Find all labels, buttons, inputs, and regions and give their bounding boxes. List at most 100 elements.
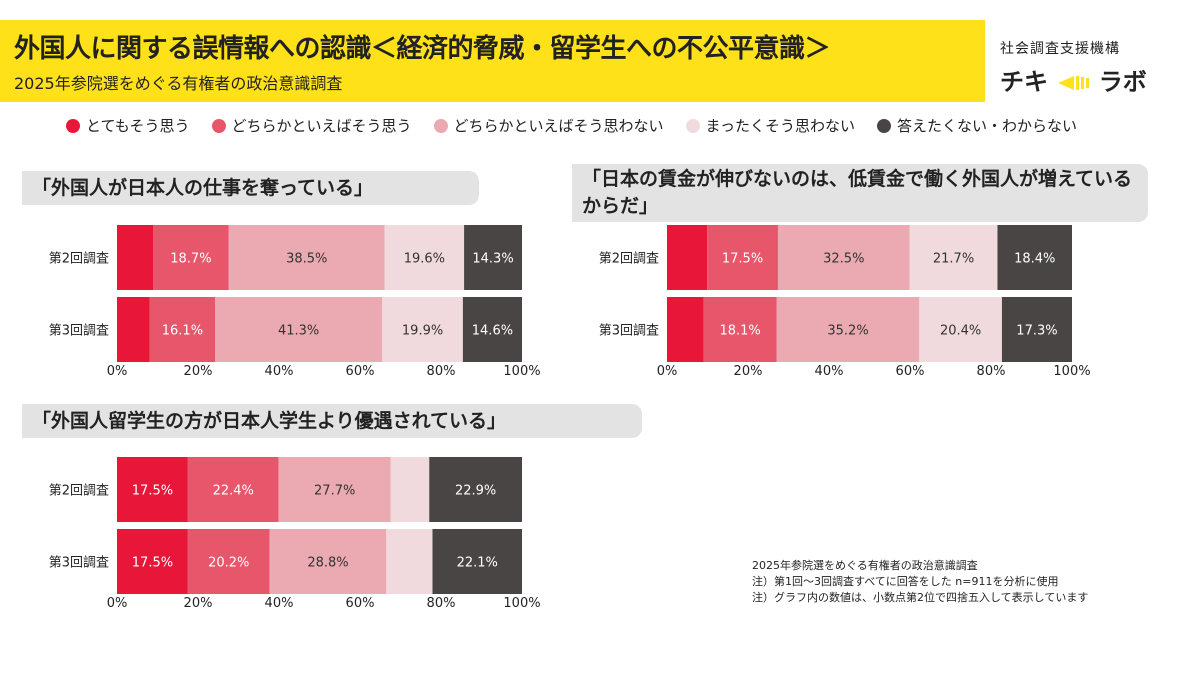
legend-item: とてもそう思う (66, 115, 190, 136)
legend-item: まったくそう思わない (685, 115, 855, 136)
bar-segment (149, 297, 216, 362)
brand-left: チキ (1000, 68, 1048, 96)
data-label: 14.6% (472, 324, 513, 339)
x-tick-label: 60% (346, 364, 375, 379)
legend-item: 答えたくない・わからない (876, 115, 1077, 136)
data-label: 20.2% (208, 556, 249, 571)
x-tick-label: 100% (1053, 364, 1090, 379)
legend-swatch (685, 118, 700, 133)
bar-segment (187, 457, 279, 522)
data-label: 22.9% (455, 484, 496, 499)
bar-segment (384, 225, 465, 290)
x-tick-label: 60% (346, 596, 375, 611)
legend-swatch (66, 118, 80, 133)
bar-segment (153, 225, 229, 290)
note-line: 注）グラフ内の数値は、小数点第2位で四捨五入して表示しています (752, 591, 1089, 604)
bar-segment (667, 225, 708, 290)
beam-icon (1058, 76, 1090, 90)
bar-segment (464, 225, 522, 290)
x-tick-label: 80% (977, 364, 1006, 379)
data-label: 38.5% (286, 252, 327, 267)
legend-swatch (211, 118, 226, 133)
data-label: 32.5% (823, 252, 864, 267)
data-label: 17.5% (722, 252, 763, 267)
bar-segment (997, 225, 1072, 290)
stacked-bar-chart: 第2回調査 18.7% 38.5% 19.6% 14.3% 第3回調査 16.1% 41.3%… (49, 225, 541, 379)
legend-label: 答えたくない・わからない (896, 117, 1077, 135)
data-label: 17.5% (132, 556, 173, 571)
bar-segment (667, 297, 704, 362)
bar-segment (777, 225, 910, 290)
data-label: 22.4% (213, 484, 254, 499)
legend-label: とてもそう思う (86, 117, 190, 135)
bar-segment (117, 225, 154, 290)
bar-segment (278, 457, 391, 522)
bar-segment (117, 297, 150, 362)
bar-segment (707, 225, 778, 290)
x-tick-label: 0% (107, 364, 128, 379)
legend-label: どちらかといえばそう思わない (453, 117, 664, 135)
x-tick-label: 0% (657, 364, 678, 379)
chart-title-jobs: 「外国人が日本人の仕事を奪っている」 (22, 171, 479, 205)
data-label: 20.4% (940, 324, 981, 339)
stacked-bar-chart: 第2回調査 17.5% 32.5% 21.7% 18.4% 第3回調査 18.1% 35.2%… (599, 225, 1091, 379)
brand-logo: チキ ラボ (1000, 62, 1190, 97)
stacked-bar-chart: 第2回調査 17.5% 22.4% 27.7% 22.9% 第3回調査 17.5% 20.2%… (49, 457, 541, 611)
bar-segment (117, 457, 188, 522)
category-label: 第3回調査 (49, 556, 109, 571)
note-line: 2025年参院選をめぐる有権者の政治意識調査 (752, 559, 978, 572)
bar-segment (909, 225, 998, 290)
page-subtitle: 2025年参院選をめぐる有権者の政治意識調査 (14, 74, 343, 93)
x-tick-label: 40% (265, 596, 294, 611)
legend-item: どちらかといえばそう思う (211, 115, 412, 136)
legend-swatch (876, 118, 891, 133)
header-banner: 外国人に関する誤情報への認識＜経済的脅威・留学生への不公平意識＞ 2025年参院… (0, 20, 985, 102)
data-label: 18.4% (1014, 252, 1055, 267)
brand-right: ラボ (1098, 68, 1147, 96)
chart-title-wages: 「日本の賃金が伸びないのは、低賃金で働く外国人が増えているからだ」 (572, 164, 1148, 222)
x-tick-label: 20% (184, 596, 213, 611)
category-label: 第2回調査 (599, 252, 659, 267)
chart-title-students: 「外国人留学生の方が日本人学生より優遇されている」 (22, 404, 642, 438)
legend-item: どちらかといえばそう思わない (433, 115, 664, 136)
bar-segment (386, 529, 433, 594)
bar-segment (919, 297, 1002, 362)
x-tick-label: 0% (107, 596, 128, 611)
bar-segment (117, 529, 188, 594)
data-label: 27.7% (314, 484, 355, 499)
bar-segment (703, 297, 777, 362)
page-title: 外国人に関する誤情報への認識＜経済的脅威・留学生への不公平意識＞ (14, 34, 831, 64)
category-label: 第3回調査 (599, 324, 659, 339)
legend-swatch (433, 118, 448, 133)
bar-segment (187, 529, 270, 594)
x-tick-label: 60% (896, 364, 925, 379)
org-name: 社会調査支援機構 (1000, 41, 1120, 57)
chart-jobs: 第2回調査 18.7% 38.5% 19.6% 14.3% 第3回調査 16.1% 41.3%… (22, 220, 541, 385)
bar-segment (228, 225, 385, 290)
bar-segment (776, 297, 920, 362)
org-logo: 社会調査支援機構 チキ ラボ (1000, 38, 1190, 97)
x-tick-label: 100% (503, 364, 540, 379)
legend-label: どちらかといえばそう思う (231, 117, 412, 135)
legend: とてもそう思う どちらかといえばそう思う どちらかといえばそう思わない まったく… (66, 115, 1077, 136)
bar-segment (215, 297, 383, 362)
x-tick-label: 80% (427, 596, 456, 611)
bar-segment (382, 297, 463, 362)
x-tick-label: 20% (184, 364, 213, 379)
x-tick-label: 80% (427, 364, 456, 379)
data-label: 22.1% (457, 556, 498, 571)
x-tick-label: 20% (734, 364, 763, 379)
data-label: 21.7% (933, 252, 974, 267)
x-tick-label: 40% (815, 364, 844, 379)
bar-segment (432, 529, 522, 594)
category-label: 第2回調査 (49, 252, 109, 267)
note-line: 注）第1回〜3回調査すべてに回答をした n=911を分析に使用 (752, 575, 1059, 588)
category-label: 第3回調査 (49, 324, 109, 339)
chart-students: 第2回調査 17.5% 22.4% 27.7% 22.9% 第3回調査 17.5% 20.2%… (22, 452, 541, 617)
data-label: 18.1% (719, 324, 760, 339)
legend-label: まったくそう思わない (705, 117, 855, 135)
data-label: 19.9% (402, 324, 443, 339)
data-label: 41.3% (278, 324, 319, 339)
data-label: 18.7% (170, 252, 211, 267)
bar-segment (429, 457, 522, 522)
